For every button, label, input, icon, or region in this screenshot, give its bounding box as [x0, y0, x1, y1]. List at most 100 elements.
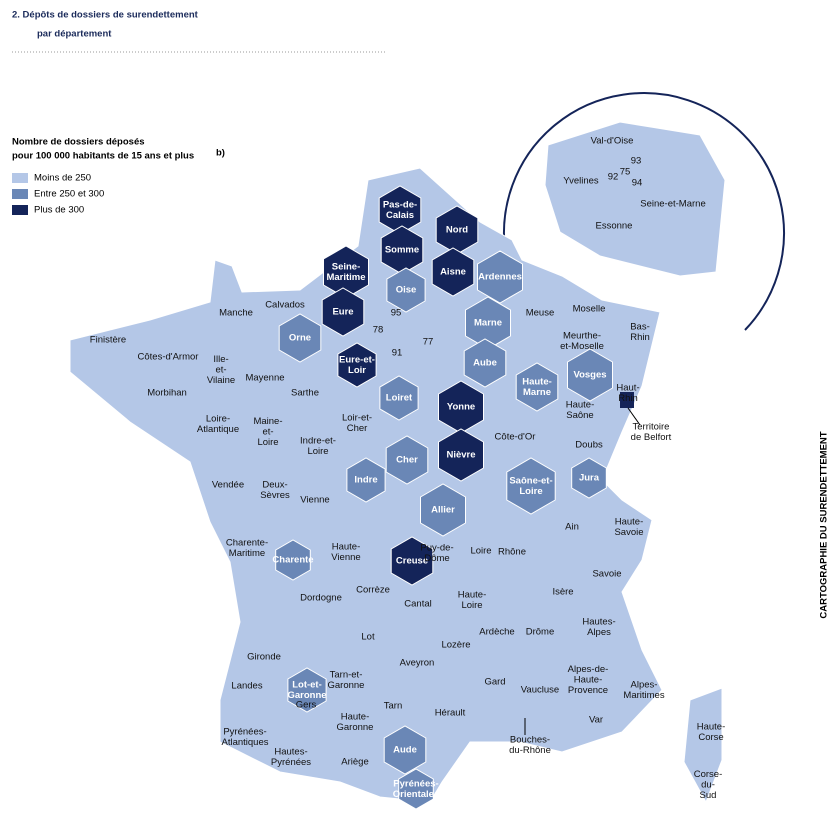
department-label: Aveyron	[400, 658, 435, 669]
department-label: 93	[631, 156, 642, 167]
inset-circle	[502, 92, 785, 331]
department-label: Côte-d'Or	[495, 432, 536, 443]
department-area	[287, 667, 327, 713]
department-area	[506, 457, 556, 515]
department-label: Dôme	[424, 553, 449, 564]
department-area	[571, 457, 607, 499]
department-label: Ardèche	[479, 627, 514, 638]
department-label: Calvados	[265, 300, 305, 311]
legend-label: Moins de 250	[34, 173, 91, 184]
department-label: Orientales	[393, 789, 439, 800]
department-label: Loire-	[206, 413, 230, 424]
department-label: Côtes-d'Armor	[138, 352, 199, 363]
department-label: Puy-de-	[420, 542, 453, 553]
department-label: Gard	[484, 677, 505, 688]
department-label: Garonne	[287, 690, 326, 701]
department-label: Seine-et-Marne	[640, 199, 705, 210]
department-label: Haut-	[616, 382, 639, 393]
department-label: Loir-et-	[342, 412, 372, 423]
department-label: Garonne	[337, 722, 374, 733]
department-label: Tarn	[384, 701, 402, 712]
department-label: Garonne	[328, 680, 365, 691]
legend-swatch	[12, 189, 28, 199]
department-label: Haute-	[341, 711, 370, 722]
department-label: Haute-	[522, 376, 552, 387]
department-label: Bouches-	[510, 734, 550, 745]
department-label: Oise	[396, 285, 417, 296]
department-label: Alpes-de-	[568, 664, 609, 675]
department-label: Eure	[332, 307, 353, 318]
department-area	[431, 247, 475, 297]
department-label: Rhin	[630, 332, 650, 343]
corsica-base	[683, 687, 723, 804]
department-area	[567, 348, 613, 402]
department-label: Eure-et-	[339, 354, 375, 365]
department-label: Nièvre	[446, 450, 475, 461]
department-label: Allier	[431, 505, 455, 516]
department-area	[390, 536, 434, 586]
department-label: Vienne	[300, 495, 329, 506]
department-label: Ariège	[341, 757, 368, 768]
legend-note: b)	[216, 148, 225, 159]
department-area	[620, 392, 634, 408]
department-area	[385, 435, 429, 485]
department-label: Ille-	[213, 354, 228, 365]
department-label: Maritime	[326, 272, 365, 283]
department-label: Corse-	[694, 769, 723, 780]
department-label: Vosges	[573, 370, 606, 381]
department-label: Territoire	[633, 421, 670, 432]
legend: Moins de 250 Entre 250 et 300 Plus de 300	[12, 173, 104, 216]
department-area	[515, 362, 559, 412]
department-label: Isère	[552, 587, 573, 598]
department-label: Hérault	[435, 708, 466, 719]
department-label: Drôme	[526, 627, 555, 638]
legend-title: Nombre de dossiers déposés	[12, 137, 145, 148]
department-label: Cher	[347, 423, 368, 434]
legend-swatch	[12, 205, 28, 215]
department-label: Haute-	[615, 516, 644, 527]
department-label: Lozère	[441, 640, 470, 651]
department-label: Rhône	[498, 547, 526, 558]
department-label: Pyrénées-	[393, 778, 438, 789]
title-line: 2. Dépôts de dossiers de surendettement	[12, 10, 199, 21]
department-label: Val-d'Oise	[591, 136, 634, 147]
department-label: Orne	[289, 333, 311, 344]
department-label: 95	[391, 308, 402, 319]
department-area	[398, 768, 434, 810]
department-label: Loiret	[386, 393, 413, 404]
department-label: Corrèze	[356, 585, 390, 596]
department-area	[383, 725, 427, 775]
department-label: Meurthe-	[563, 330, 601, 341]
department-area	[386, 267, 426, 313]
department-label: Aisne	[440, 267, 466, 278]
legend-label: Plus de 300	[34, 205, 84, 216]
department-label: Charente-	[226, 537, 268, 548]
department-area	[275, 539, 311, 581]
department-label: Jura	[579, 473, 600, 484]
department-label: Ardennes	[478, 272, 522, 283]
department-label: 92	[608, 172, 619, 183]
department-label: Marne	[523, 387, 551, 398]
pointer	[627, 407, 641, 426]
department-label: Hautes-	[274, 746, 307, 757]
department-label: Somme	[385, 245, 419, 256]
department-label: Cantal	[404, 599, 431, 610]
department-label: Lot	[361, 632, 375, 643]
department-label: Loire	[461, 600, 482, 611]
department-label: Var	[589, 715, 603, 726]
department-label: Alpes-	[631, 679, 658, 690]
department-label: Sèvres	[260, 490, 290, 501]
department-area	[346, 457, 386, 503]
department-label: Aube	[473, 358, 497, 369]
department-label: Vilaine	[207, 375, 235, 386]
department-label: et-Moselle	[560, 341, 604, 352]
title-line: par département	[37, 29, 112, 40]
department-label: et-	[262, 427, 273, 438]
department-label: Mayenne	[245, 373, 284, 384]
department-label: 91	[392, 348, 403, 359]
department-label: Marne	[474, 318, 502, 329]
department-label: Pas-de-	[383, 199, 417, 210]
side-text: CARTOGRAPHIE DU SURENDETTEMENT	[819, 431, 830, 618]
department-label: Essonne	[596, 221, 633, 232]
